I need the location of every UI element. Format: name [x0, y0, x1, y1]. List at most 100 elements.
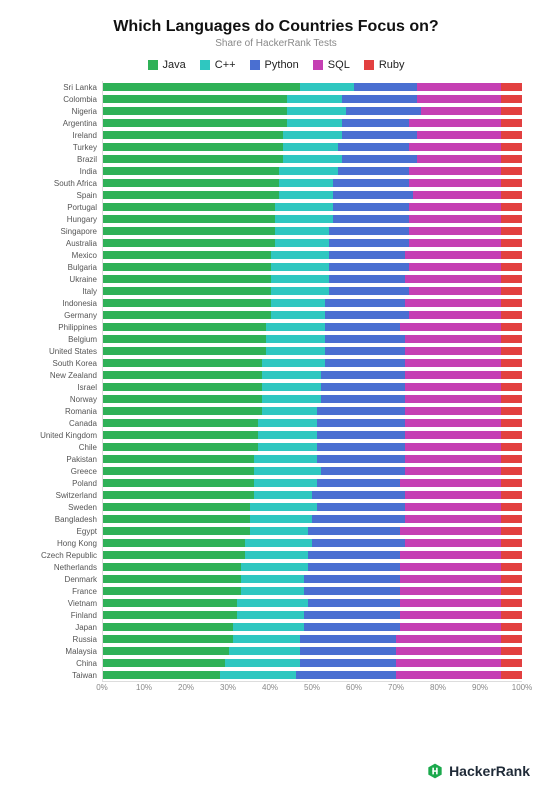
stacked-bar — [103, 131, 522, 139]
bar-segment — [321, 383, 405, 391]
country-label: United Kingdom — [19, 431, 103, 440]
bar-row: Romania — [103, 405, 522, 417]
bar-segment — [405, 359, 501, 367]
bar-row: Hungary — [103, 213, 522, 225]
bar-segment — [103, 203, 275, 211]
country-label: Russia — [19, 635, 103, 644]
bar-segment — [501, 251, 522, 259]
bar-row: Denmark — [103, 573, 522, 585]
bar-segment — [354, 83, 417, 91]
x-tick: 70% — [388, 683, 404, 692]
bar-segment — [266, 347, 325, 355]
bar-segment — [409, 167, 501, 175]
x-tick: 0% — [96, 683, 108, 692]
bar-segment — [405, 455, 501, 463]
bar-segment — [501, 227, 522, 235]
country-label: Hungary — [19, 215, 103, 224]
bar-segment — [501, 179, 522, 187]
bar-segment — [338, 167, 409, 175]
bar-segment — [342, 131, 417, 139]
bar-segment — [333, 179, 408, 187]
legend-label: C++ — [215, 59, 236, 71]
stacked-bar — [103, 479, 522, 487]
bar-segment — [103, 287, 271, 295]
legend-label: SQL — [328, 59, 350, 71]
bar-segment — [409, 179, 501, 187]
bar-segment — [325, 323, 400, 331]
bar-row: Norway — [103, 393, 522, 405]
bar-segment — [241, 575, 304, 583]
country-label: Czech Republic — [19, 551, 103, 560]
bar-segment — [103, 251, 271, 259]
bar-row: Argentina — [103, 117, 522, 129]
bar-segment — [103, 347, 266, 355]
country-label: Japan — [19, 623, 103, 632]
bar-segment — [250, 503, 317, 511]
bar-segment — [103, 227, 275, 235]
hackerrank-logo-icon — [427, 763, 443, 779]
bar-row: Israel — [103, 381, 522, 393]
country-label: Sri Lanka — [19, 83, 103, 92]
chart-subtitle: Share of HackerRank Tests — [22, 38, 530, 49]
bar-segment — [317, 431, 405, 439]
bar-segment — [501, 599, 522, 607]
bar-row: Czech Republic — [103, 549, 522, 561]
bar-segment — [312, 515, 404, 523]
bar-segment — [501, 191, 522, 199]
bar-segment — [342, 95, 417, 103]
bar-row: France — [103, 585, 522, 597]
country-label: Switzerland — [19, 491, 103, 500]
country-label: Brazil — [19, 155, 103, 164]
bar-row: Philippines — [103, 321, 522, 333]
bar-segment — [271, 275, 330, 283]
bar-segment — [501, 467, 522, 475]
bar-segment — [254, 479, 317, 487]
bar-segment — [317, 419, 405, 427]
stacked-bar — [103, 647, 522, 655]
bar-segment — [275, 215, 334, 223]
stacked-bar — [103, 215, 522, 223]
bar-segment — [501, 107, 522, 115]
bar-segment — [103, 371, 262, 379]
bar-row: Indonesia — [103, 297, 522, 309]
bar-segment — [308, 527, 400, 535]
bar-row: Russia — [103, 633, 522, 645]
country-label: New Zealand — [19, 371, 103, 380]
x-tick: 30% — [220, 683, 236, 692]
bar-segment — [501, 275, 522, 283]
bar-segment — [103, 587, 241, 595]
bar-segment — [103, 395, 262, 403]
stacked-bar — [103, 359, 522, 367]
bar-row: Colombia — [103, 93, 522, 105]
stacked-bar — [103, 419, 522, 427]
country-label: Taiwan — [19, 671, 103, 680]
stacked-bar — [103, 515, 522, 523]
bar-segment — [300, 659, 396, 667]
stacked-bar — [103, 287, 522, 295]
bar-segment — [501, 323, 522, 331]
bar-segment — [103, 359, 262, 367]
bar-segment — [103, 515, 250, 523]
stacked-bar — [103, 503, 522, 511]
bar-row: Taiwan — [103, 669, 522, 681]
bar-segment — [329, 239, 409, 247]
country-label: Chile — [19, 443, 103, 452]
stacked-bar — [103, 155, 522, 163]
bar-segment — [258, 443, 317, 451]
bar-segment — [317, 407, 405, 415]
bar-row: Turkey — [103, 141, 522, 153]
bar-segment — [250, 515, 313, 523]
bar-segment — [405, 371, 501, 379]
bar-segment — [271, 311, 325, 319]
country-label: South Africa — [19, 179, 103, 188]
bar-segment — [283, 143, 337, 151]
bar-segment — [103, 107, 287, 115]
bar-segment — [103, 299, 271, 307]
bar-row: Malaysia — [103, 645, 522, 657]
bar-segment — [501, 395, 522, 403]
bar-segment — [296, 671, 397, 679]
stacked-bar — [103, 539, 522, 547]
bar-row: India — [103, 165, 522, 177]
country-label: China — [19, 659, 103, 668]
bar-row: Canada — [103, 417, 522, 429]
